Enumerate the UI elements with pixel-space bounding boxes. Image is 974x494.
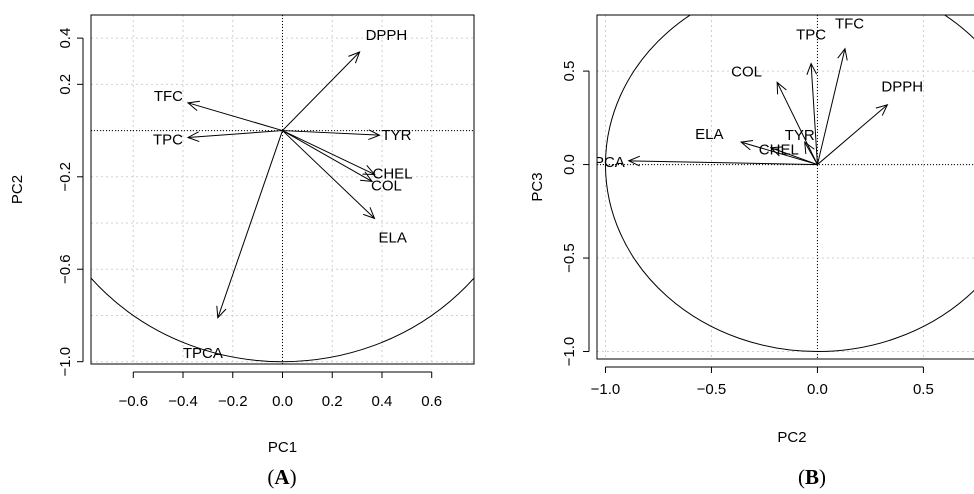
y-tick-label: −0.5 — [561, 243, 578, 273]
panel-label: (A) — [267, 465, 296, 489]
y-tick-label: 0.0 — [561, 154, 578, 175]
vector-ela-line — [740, 141, 818, 166]
plot-frame-a — [90, 14, 475, 365]
x-axis-title: PC2 — [777, 429, 806, 446]
correlation-circle — [605, 15, 974, 352]
y-axis-title: PC2 — [9, 175, 26, 204]
vector-tpc-arrowhead — [806, 62, 818, 76]
panel-label-part: ) — [819, 465, 826, 489]
x-tick-label: −0.5 — [697, 381, 727, 398]
panel-label-part: ( — [267, 465, 274, 489]
x-tick-label: 0.0 — [807, 381, 828, 398]
vector-label-dpph: DPPH — [881, 79, 923, 96]
x-tick-label: −1.0 — [591, 381, 621, 398]
panel-label: (B) — [798, 465, 826, 489]
vector-label-tfc: TFC — [154, 88, 183, 105]
x-tick-label: 0.2 — [322, 393, 343, 410]
panel-label-part: A — [274, 465, 290, 489]
vector-label-chel: CHEL — [759, 142, 799, 159]
vector-label-tpc: TPC — [796, 27, 826, 44]
vector-ela-line — [282, 130, 375, 219]
y-tick-label: 0.5 — [561, 61, 578, 82]
vector-tpca-line — [217, 130, 283, 318]
panel-label-part: B — [805, 465, 819, 489]
vector-label-ela: ELA — [379, 229, 407, 246]
vector-label-col: COL — [731, 63, 762, 80]
y-tick-label: −1.0 — [57, 347, 74, 377]
y-tick-label: −1.0 — [561, 337, 578, 367]
panel-label-part: ( — [798, 465, 805, 489]
vector-label-tpc: TPC — [153, 131, 183, 148]
x-tick-label: 0.4 — [372, 393, 393, 410]
vector-label-col: COL — [371, 177, 402, 194]
y-tick-label: 0.4 — [57, 28, 74, 49]
vector-tpca-line — [628, 160, 818, 166]
vector-label-ela: ELA — [695, 126, 723, 143]
vector-tyr-arrowhead — [368, 129, 381, 141]
x-tick-label: 0.6 — [421, 393, 442, 410]
correlation-circle — [91, 277, 474, 363]
vector-label-tyr: TYR — [381, 127, 411, 144]
vector-ela-arrowhead — [363, 207, 376, 220]
x-tick-label: −0.4 — [168, 393, 198, 410]
y-tick-label: −0.6 — [57, 254, 74, 284]
vector-tfc-line — [187, 102, 283, 132]
vector-tpc-line — [810, 63, 818, 165]
vector-label-chel: CHEL — [373, 165, 413, 182]
vector-tyr-line — [804, 141, 818, 165]
y-tick-label: −0.2 — [57, 162, 74, 192]
vector-dpph-line — [282, 51, 360, 131]
vector-tpca-arrowhead — [627, 155, 641, 167]
x-tick-label: −0.2 — [218, 393, 248, 410]
grid-b — [597, 15, 974, 359]
plot-frame-b — [596, 14, 974, 360]
vector-tyr-arrowhead — [804, 141, 815, 155]
y-axis-title: PC3 — [529, 172, 546, 201]
vector-label-dpph: DPPH — [366, 27, 408, 44]
vector-dpph-line — [817, 104, 888, 165]
vector-ela-arrowhead — [739, 140, 754, 151]
vector-col-arrowhead — [360, 171, 374, 183]
vector-tfc-arrowhead — [186, 100, 200, 111]
x-tick-label: 0.0 — [272, 393, 293, 410]
vector-label-tyr: TYR — [785, 127, 815, 144]
vector-col-arrowhead — [776, 81, 787, 95]
panel-label-part: ) — [290, 465, 297, 489]
vector-tfc-line — [816, 48, 846, 165]
vector-chel-arrowhead — [769, 146, 783, 157]
vector-col-line — [282, 130, 373, 182]
vector-chel-line — [282, 130, 375, 175]
vector-dpph-arrowhead — [875, 103, 889, 116]
vector-col-line — [776, 82, 818, 165]
vector-tfc-arrowhead — [837, 47, 848, 61]
vector-label-tfc: TFC — [835, 16, 864, 33]
vector-tpc-arrowhead — [186, 131, 200, 143]
x-tick-label: 0.5 — [913, 381, 934, 398]
y-tick-label: 0.2 — [57, 74, 74, 95]
vector-dpph-arrowhead — [348, 51, 361, 64]
vector-tpca-arrowhead — [216, 305, 227, 319]
vector-tpc-line — [187, 130, 283, 138]
vector-tyr-line — [282, 130, 380, 136]
vector-label-tpca: TPCA — [585, 154, 625, 171]
vector-label-tpca: TPCA — [183, 345, 223, 362]
x-tick-label: −0.6 — [118, 393, 148, 410]
x-axis-title: PC1 — [268, 439, 297, 456]
vector-chel-line — [770, 147, 818, 166]
